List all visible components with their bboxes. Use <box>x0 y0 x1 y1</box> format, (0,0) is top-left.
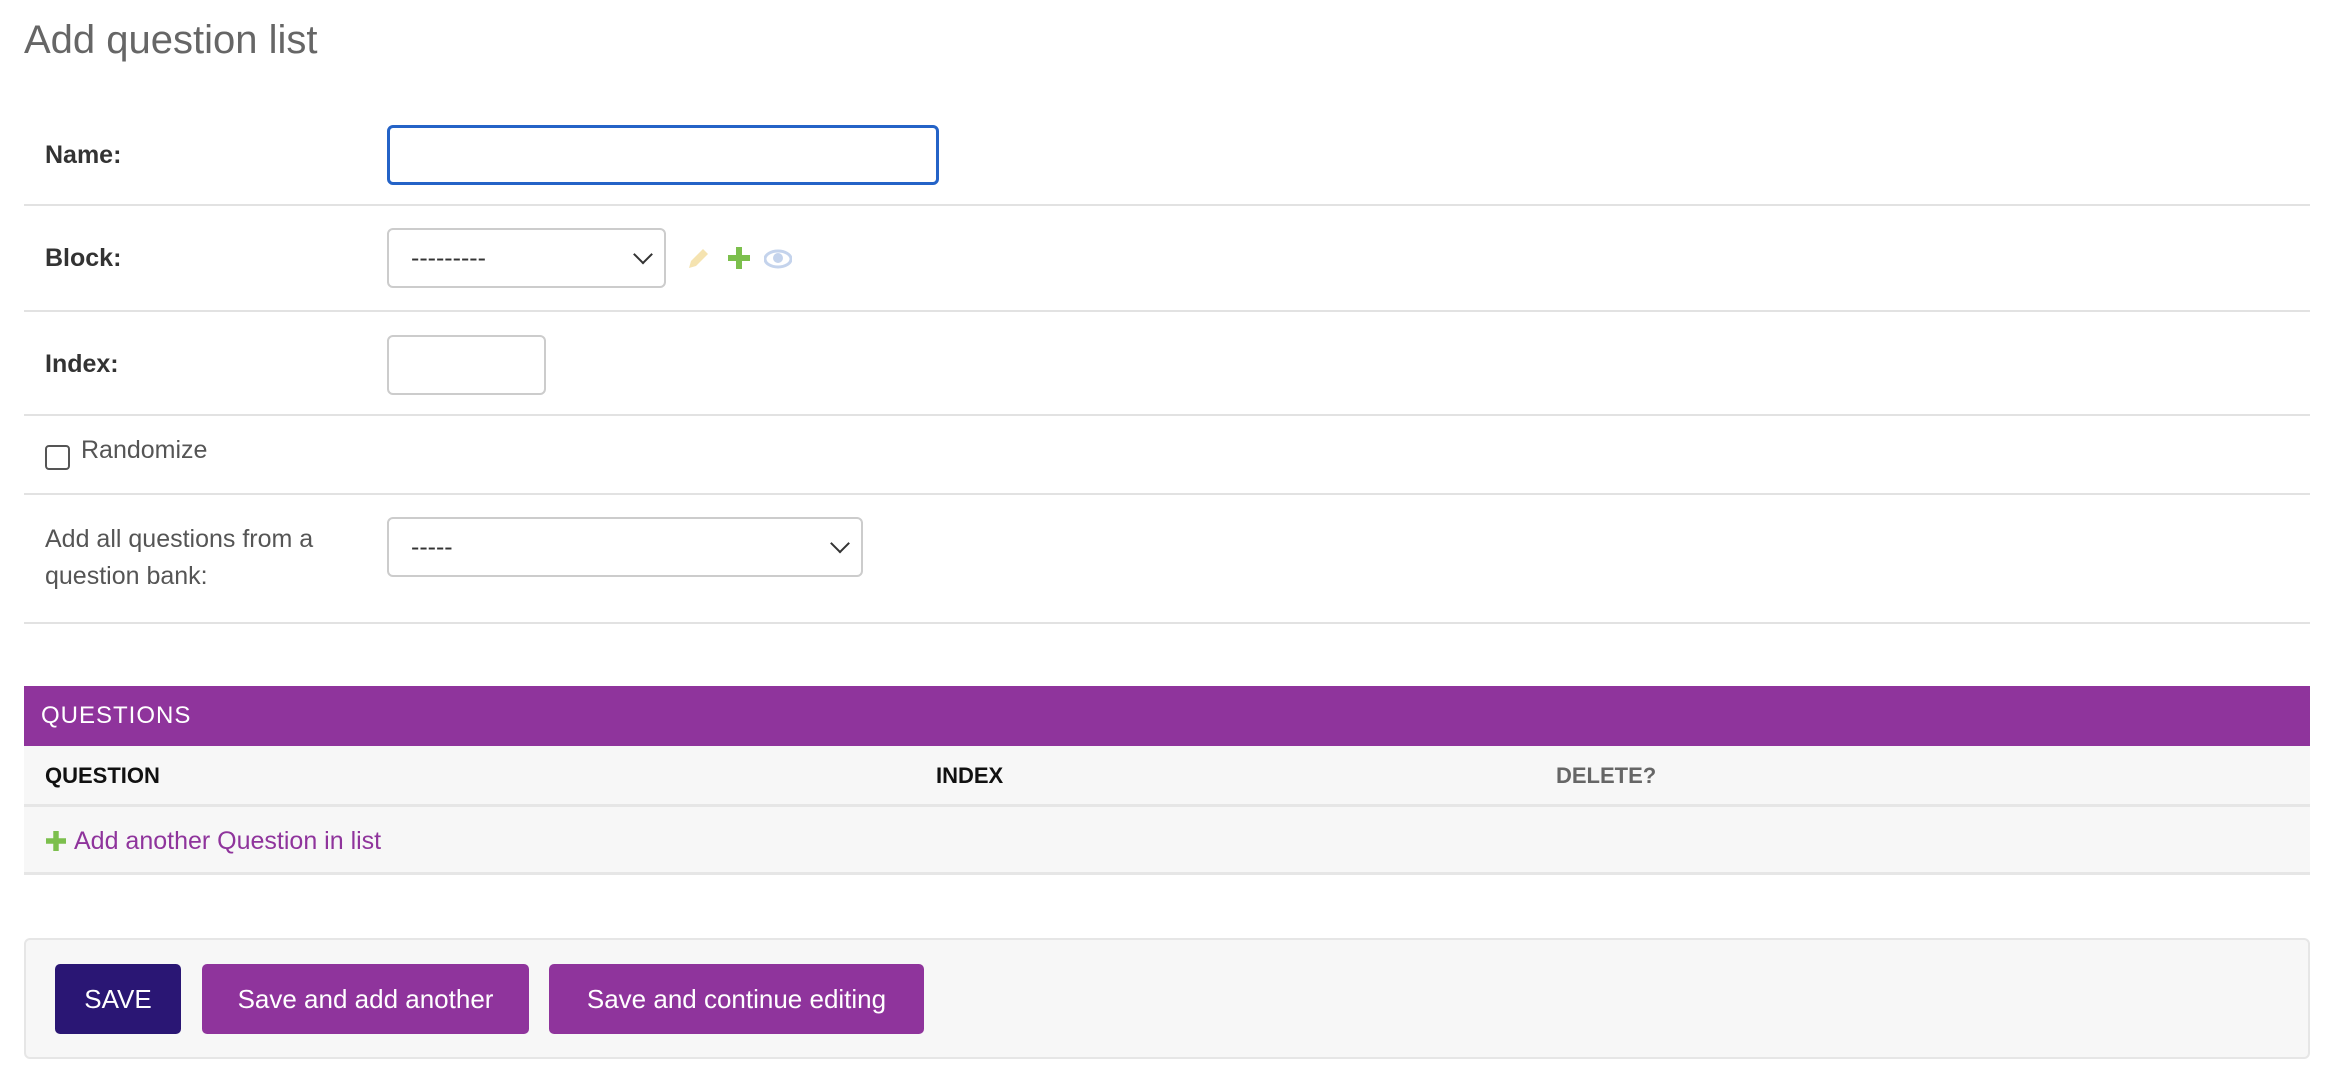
name-label: Name: <box>45 141 122 169</box>
name-row: Name: <box>24 105 2310 206</box>
column-delete: DELETE? <box>1556 763 1657 788</box>
add-question-link[interactable]: Add another Question in list <box>46 807 381 875</box>
page-title: Add question list <box>24 18 318 62</box>
randomize-label: Randomize <box>81 436 208 464</box>
plus-icon <box>46 831 66 851</box>
column-index: INDEX <box>936 763 1004 788</box>
questions-column-headers: QUESTION INDEX DELETE? <box>24 746 2310 807</box>
block-select-value: --------- <box>411 243 486 272</box>
index-input[interactable] <box>387 335 546 395</box>
pencil-icon[interactable] <box>686 247 710 271</box>
questions-header: QUESTIONS <box>24 686 2310 746</box>
index-label: Index: <box>45 350 119 378</box>
bank-select[interactable]: ----- <box>387 517 863 577</box>
randomize-checkbox[interactable] <box>45 445 70 470</box>
eye-icon[interactable] <box>764 249 792 269</box>
bank-select-value: ----- <box>411 532 453 561</box>
column-question: QUESTION <box>45 763 160 788</box>
bank-row: Add all questions from a question bank: … <box>24 495 2310 624</box>
randomize-row: Randomize <box>24 416 2310 495</box>
block-select[interactable]: --------- <box>387 228 666 288</box>
bank-label: Add all questions from a question bank: <box>45 521 313 595</box>
save-add-another-button[interactable]: Save and add another <box>202 964 529 1034</box>
add-question-label: Add another Question in list <box>74 827 382 855</box>
chevron-down-icon <box>830 533 850 554</box>
bank-label-line2: question bank: <box>45 562 208 590</box>
bank-label-line1: Add all questions from a <box>45 525 314 553</box>
plus-icon[interactable] <box>728 247 750 269</box>
index-row: Index: <box>24 312 2310 416</box>
submit-row: SAVE Save and add another Save and conti… <box>24 938 2310 1059</box>
chevron-down-icon <box>633 244 653 265</box>
block-row: Block: --------- <box>24 206 2310 312</box>
save-continue-button[interactable]: Save and continue editing <box>549 964 924 1034</box>
name-input[interactable] <box>387 125 939 185</box>
block-label: Block: <box>45 244 122 272</box>
save-button[interactable]: SAVE <box>55 964 181 1034</box>
add-question-row: Add another Question in list <box>24 807 2310 875</box>
